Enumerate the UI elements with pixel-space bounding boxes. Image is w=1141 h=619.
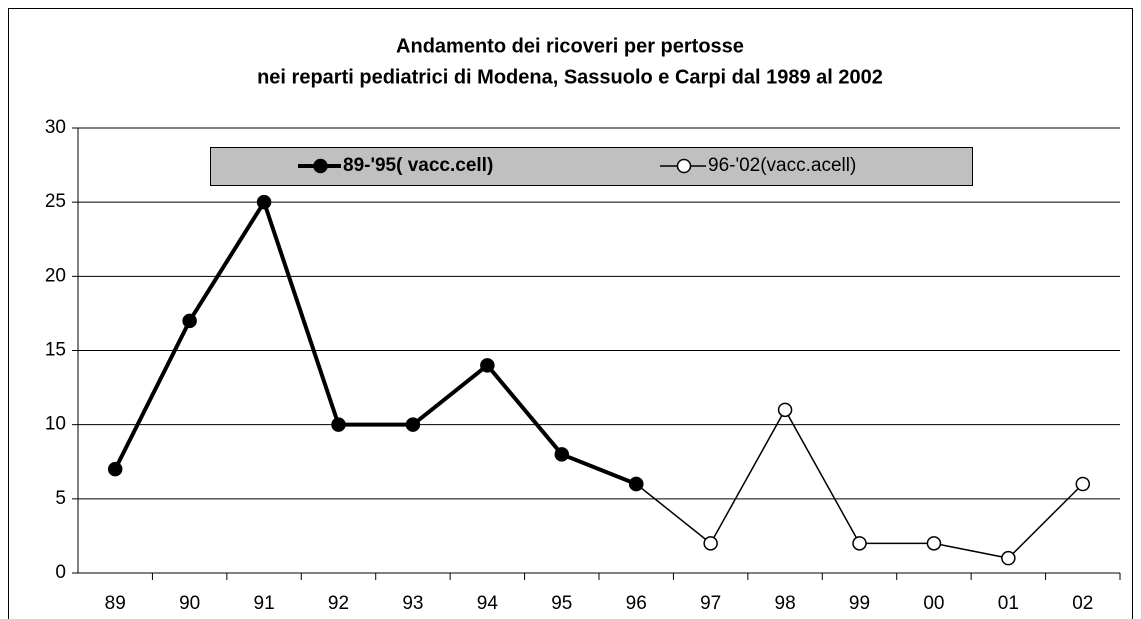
x-tick-label: 02 [1072,593,1093,614]
y-tick-label: 20 [45,265,66,286]
x-tick-label: 90 [179,593,200,614]
data-point [1001,550,1016,566]
x-tick-label: 98 [775,593,796,614]
data-point [703,536,718,551]
chart-frame [8,8,1133,619]
y-tick-label: 30 [45,117,66,138]
chart-title: nei reparti pediatrici di Modena, Sassuo… [257,66,883,88]
x-tick-label: 97 [700,593,721,614]
data-point [926,536,942,551]
data-point [107,461,123,477]
x-tick-label: 95 [551,593,572,614]
data-point [256,194,272,210]
series-line [635,408,1084,559]
chart-title: Andamento dei ricoveri per pertosse [396,35,744,57]
y-tick-label: 10 [45,414,66,435]
legend-marker [313,158,328,174]
x-tick-label: 89 [105,593,126,614]
legend-label: 89-'95( vacc.cell) [343,155,493,176]
legend-marker [676,158,692,174]
y-tick-label: 0 [55,562,66,583]
y-tick-label: 15 [45,340,66,361]
data-point [628,476,644,492]
x-tick-label: 93 [402,593,423,614]
y-tick-label: 25 [45,191,66,212]
x-tick-label: 00 [923,593,944,614]
y-tick-label: 5 [55,488,66,509]
x-tick-label: 92 [328,593,349,614]
x-tick-label: 99 [849,593,870,614]
x-tick-label: 01 [998,593,1019,614]
legend-label: 96-'02(vacc.acell) [708,155,856,176]
series-line [113,197,637,486]
x-tick-label: 91 [254,593,275,614]
data-point [777,402,793,418]
data-point [852,536,867,551]
data-point [554,447,570,462]
data-point [1075,476,1091,492]
data-point [331,417,346,432]
x-tick-label: 94 [477,593,499,614]
x-tick-label: 96 [626,593,647,614]
data-point [480,358,495,373]
data-point [182,313,197,329]
data-point [405,417,421,432]
